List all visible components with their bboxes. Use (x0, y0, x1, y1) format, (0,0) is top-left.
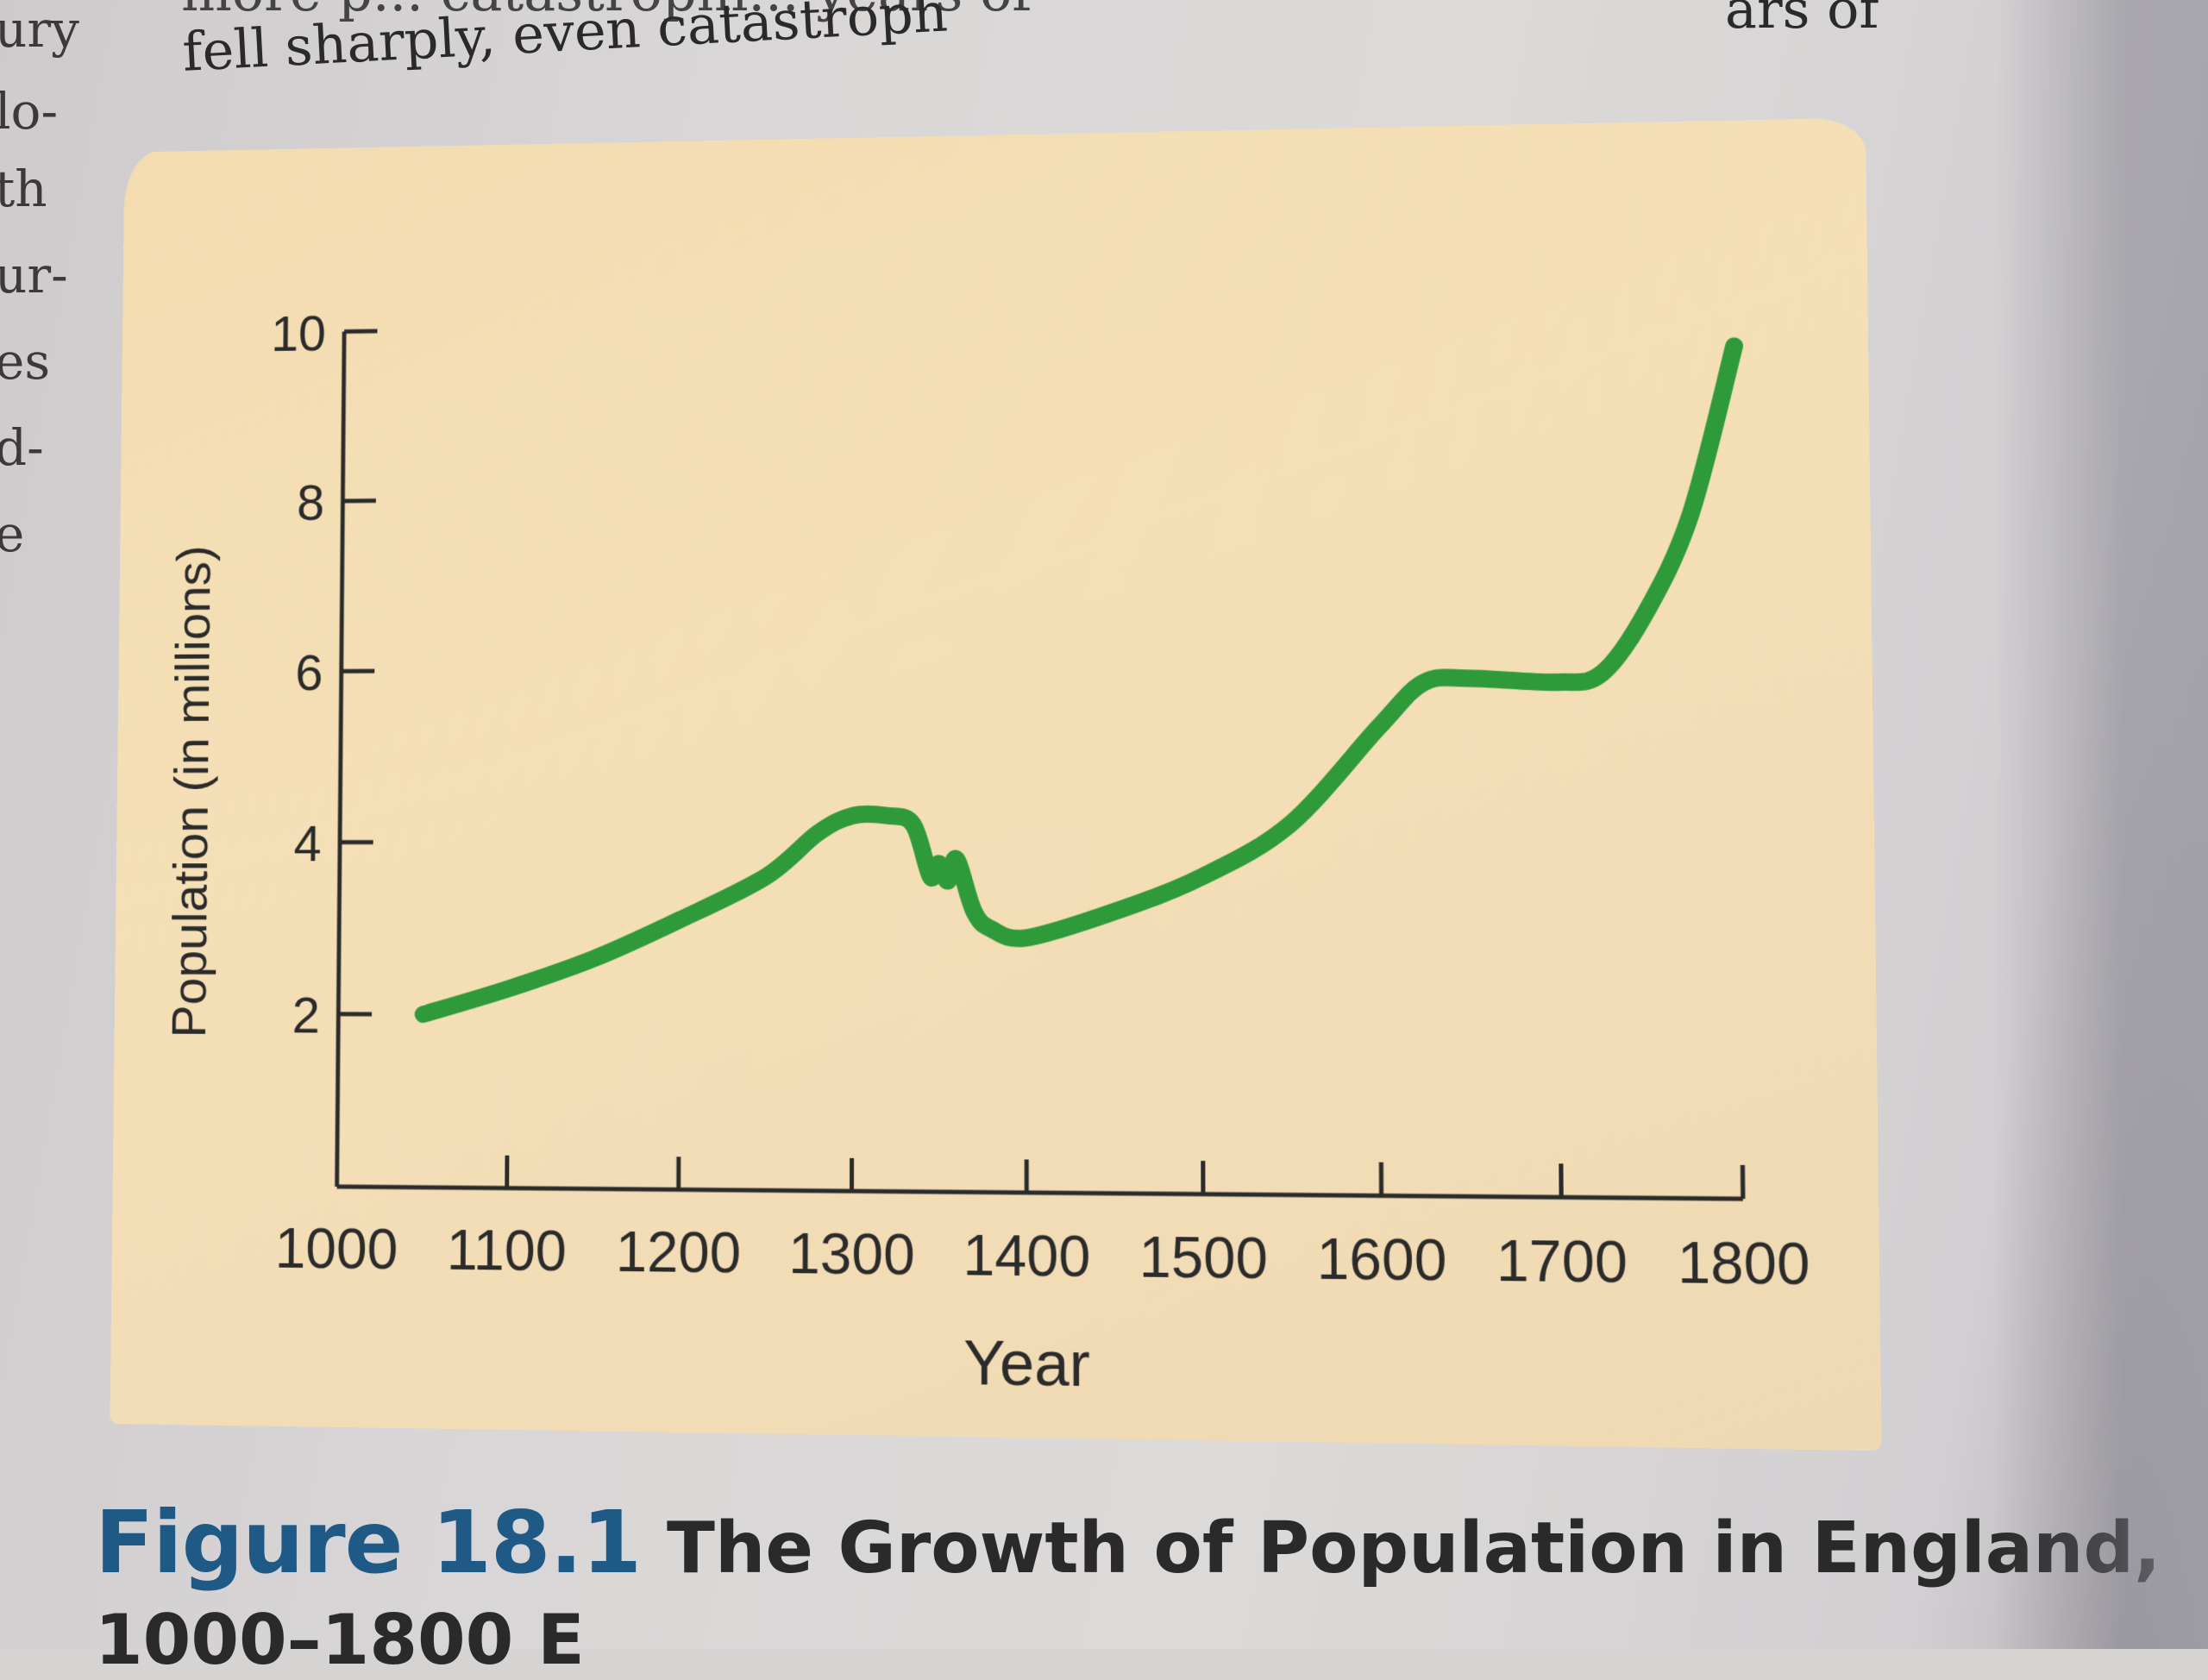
y-axis-line (337, 331, 344, 1186)
chart-ticks (337, 311, 1743, 1199)
x-tick-label: 1700 (1496, 1227, 1628, 1294)
x-axis-label: Year (963, 1327, 1090, 1400)
margin-fragment: ury (0, 0, 79, 59)
figure-number: Figure 18.1 (95, 1492, 641, 1593)
margin-fragment: th (0, 160, 47, 218)
y-tick-label: 8 (297, 475, 325, 531)
chart-panel: 1000 1100 1200 1300 1400 1500 1600 1700 1800 2 4 6 8… (110, 118, 1881, 1451)
x-tick-label: 1500 (1139, 1224, 1268, 1290)
x-tick-label: 1600 (1317, 1226, 1447, 1293)
population-line (423, 346, 1741, 1019)
x-tick-label: 1100 (447, 1218, 567, 1283)
x-tick-label: 1400 (963, 1223, 1091, 1289)
x-axis-line (337, 1187, 1743, 1199)
page-edge-shadow (1992, 0, 2208, 1649)
chart-tick-labels: 1000 1100 1200 1300 1400 1500 1600 1700 1800 2 4 6 8… (262, 283, 1810, 1297)
body-text-line-right: ars of (1725, 0, 1879, 36)
x-tick-label: 1000 (275, 1216, 398, 1281)
chart-axes (337, 311, 1743, 1199)
margin-fragment: es (0, 332, 50, 391)
x-tick-label: 1300 (788, 1221, 915, 1287)
figure-title: The Growth of Population in England, (667, 1508, 2161, 1589)
y-tick-label: 10 (271, 306, 326, 362)
margin-fragment: d- (0, 418, 44, 477)
y-tick-label: 2 (292, 987, 321, 1044)
margin-fragment: lo- (0, 82, 58, 141)
margin-fragment: e (0, 505, 24, 563)
x-tick-label: 1800 (1678, 1229, 1810, 1296)
figure-caption: Figure 18.1 The Growth of Population in E… (95, 1492, 2161, 1593)
population-chart: 1000 1100 1200 1300 1400 1500 1600 1700 1800 2 4 6 8… (110, 118, 1881, 1451)
y-tick-label: 6 (295, 645, 323, 701)
y-tick (344, 331, 377, 332)
y-tick-label: 4 (293, 816, 322, 872)
margin-fragment: ur- (0, 246, 68, 304)
x-tick-label: 1200 (616, 1219, 741, 1285)
y-axis-label: Population (in millions) (162, 545, 221, 1037)
figure-caption-line2: 1000–1800 E (95, 1600, 585, 1680)
